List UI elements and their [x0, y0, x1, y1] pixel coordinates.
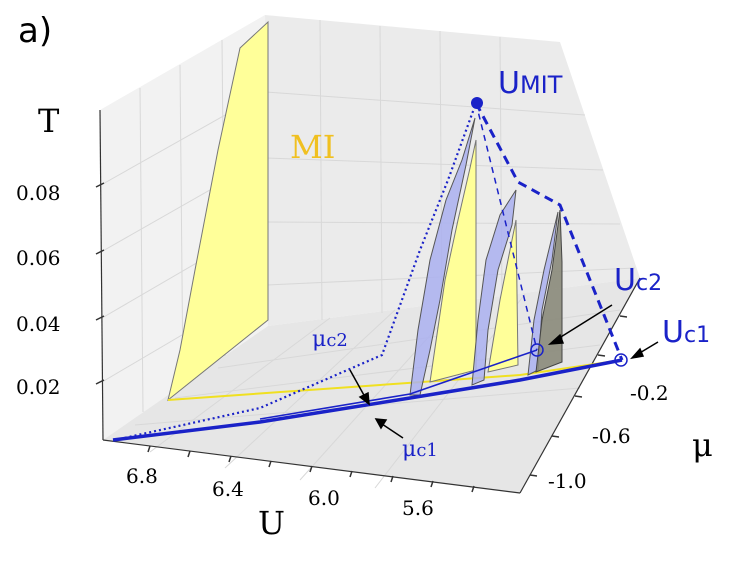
muc2-main: μ: [312, 327, 326, 352]
panel-label: a): [18, 11, 52, 51]
coexistence-band-2: [471, 189, 517, 386]
x-tick-label: 6.0: [308, 486, 340, 510]
x-tick-labels: 6.8 6.4 6.0 5.6: [126, 464, 434, 520]
coexistence-band-1: [409, 117, 476, 396]
back-wall-right: [265, 15, 640, 326]
x-tick-marks: [147, 445, 475, 493]
annotation-arrows: [349, 304, 659, 439]
x-tick-label: 6.8: [126, 464, 158, 488]
mi-slice-2: [487, 219, 519, 373]
uc1-point: [614, 353, 628, 367]
thin-dashed-boundary: [475, 102, 538, 351]
muc1-sub: c1: [416, 440, 438, 461]
y-tick-marks: [529, 315, 628, 477]
z-axis-label: T: [38, 102, 60, 140]
y-tick-label: -0.2: [630, 381, 669, 405]
dashed-boundary: [474, 102, 624, 361]
muc2-sub: c2: [326, 330, 348, 351]
mi-region-left: [167, 20, 269, 402]
uc1-label: Uc1: [662, 315, 710, 350]
dark-band: [535, 209, 563, 373]
umit-main: U: [498, 66, 520, 101]
uc1-sub: c1: [684, 323, 710, 348]
mu-c2-line: [259, 349, 538, 420]
z-tick-label: 0.02: [16, 375, 61, 399]
mi-label: MI: [290, 128, 335, 166]
y-tick-label: -0.6: [592, 424, 631, 448]
y-tick-label: -1.0: [548, 469, 587, 493]
uc2-point: [530, 343, 544, 357]
mu-c1-line: [112, 358, 623, 442]
muc1-main: μ: [402, 437, 416, 462]
muc2-label: μc2: [312, 327, 348, 352]
z-tick-labels: 0.08 0.06 0.04 0.02: [16, 181, 61, 399]
uc2-label: Uc2: [614, 263, 662, 298]
muc1-label: μc1: [402, 437, 438, 462]
x-tick-label: 5.6: [402, 496, 434, 520]
umit-sub: MIT: [520, 71, 563, 99]
z-tick-label: 0.04: [16, 312, 61, 336]
uc2-main: U: [614, 263, 636, 298]
umit-point: [471, 97, 483, 109]
z-tick-label: 0.08: [16, 181, 61, 205]
x-tick-label: 6.4: [212, 477, 244, 501]
x-axis-label: U: [258, 504, 285, 542]
z-tick-label: 0.06: [16, 246, 61, 270]
z-tick-marks: [95, 182, 105, 385]
uc2-sub: c2: [636, 271, 662, 296]
uc1-main: U: [662, 315, 684, 350]
y-tick-labels: -0.2 -0.6 -1.0: [548, 381, 669, 493]
umit-label: UMIT: [498, 66, 563, 101]
y-axis-label: μ: [692, 426, 713, 464]
